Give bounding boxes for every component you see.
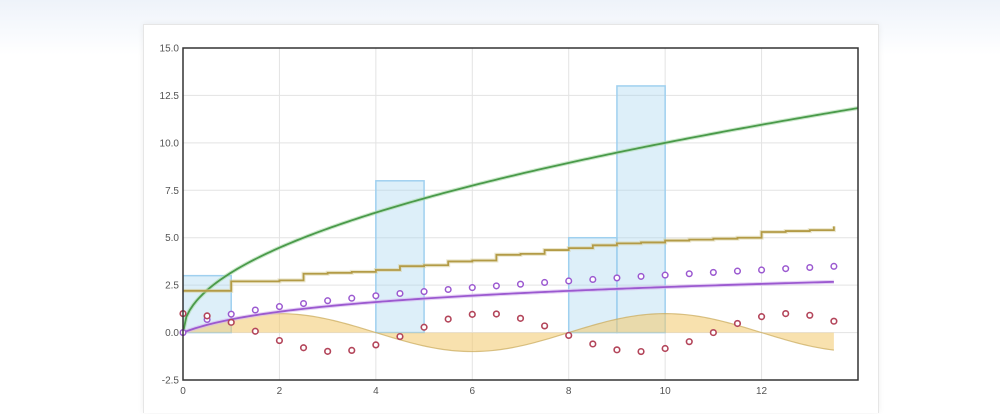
log-point (830, 262, 838, 270)
log-point (565, 277, 573, 285)
scatter-point (396, 332, 404, 341)
log-point (782, 265, 790, 273)
log-point (420, 288, 428, 296)
scatter-point (372, 341, 380, 349)
log-point (685, 270, 693, 278)
log-point (348, 294, 356, 302)
log-point (275, 303, 283, 311)
y-tick-label: -2.5 (162, 376, 180, 387)
log-point (492, 282, 500, 290)
area-edge (183, 312, 834, 353)
log-point (251, 306, 259, 314)
scatter-point (324, 347, 332, 355)
point-series (179, 262, 838, 356)
log-point (613, 274, 621, 282)
scatter-point (637, 347, 645, 356)
area-fill (183, 313, 834, 352)
log-point (324, 297, 332, 305)
scatter-point (757, 313, 766, 321)
y-tick-label: 10.0 (160, 138, 180, 149)
y-tick-label: 15.0 (160, 44, 180, 55)
line-series (183, 106, 858, 335)
y-tick-label: 12.5 (160, 91, 180, 102)
log-point (709, 268, 717, 276)
scatter-point (830, 317, 838, 325)
sqrt-line (183, 107, 858, 333)
step-line (183, 226, 835, 292)
scatter-point (468, 310, 476, 318)
log-point (516, 280, 525, 288)
log-point (806, 263, 814, 272)
plot-border (182, 47, 859, 381)
log-point (541, 278, 549, 287)
log-point (589, 275, 597, 284)
y-tick-label: 0.0 (165, 328, 179, 339)
x-tick-label: 4 (373, 386, 379, 397)
tick-labels: 0 2 4 6 8 10 12 -2.5 0.0 2.5 5.0 7.5 10.0 12.5 15.0 (160, 44, 768, 398)
scatter-point (492, 310, 500, 318)
log-point (444, 285, 452, 294)
scatter-point (806, 311, 814, 319)
log-point (396, 289, 404, 298)
scatter-point (541, 322, 549, 330)
scatter-point (685, 338, 693, 346)
scatter-point (203, 312, 211, 320)
scatter-point (709, 328, 717, 337)
bar (567, 236, 618, 334)
scatter-point (275, 336, 284, 345)
area-series (183, 312, 834, 353)
x-tick-label: 8 (566, 386, 572, 397)
chart-card: 0 2 4 6 8 10 12 -2.5 0.0 2.5 5.0 7.5 10.0 12.5 15.0 (143, 24, 879, 413)
x-tick-label: 12 (756, 386, 768, 397)
scatter-point (733, 319, 742, 328)
log-point (758, 266, 766, 274)
scatter-point (782, 310, 790, 318)
scatter-point (227, 318, 235, 326)
scatter-point (589, 340, 597, 348)
y-tick-label: 2.5 (165, 281, 179, 292)
log-point (299, 299, 308, 308)
bar (616, 85, 666, 334)
scatter-point (516, 314, 525, 322)
x-tick-label: 6 (470, 386, 476, 397)
x-tick-label: 2 (277, 386, 283, 397)
scatter-point (299, 344, 308, 352)
log-point (733, 267, 742, 275)
y-tick-label: 7.5 (165, 186, 179, 197)
scatter-point (444, 315, 452, 323)
log-point (637, 272, 645, 280)
scatter-point (348, 346, 356, 355)
log-point (468, 284, 476, 292)
scatter-point (251, 327, 259, 335)
chart: 0 2 4 6 8 10 12 -2.5 0.0 2.5 5.0 7.5 10.0 12.5 15.0 (160, 44, 859, 398)
log-line (183, 280, 834, 334)
log-point (227, 310, 235, 318)
log-point (372, 292, 380, 300)
scatter-point (565, 331, 573, 340)
x-tick-label: 0 (180, 386, 186, 397)
scatter-point (661, 344, 669, 353)
x-tick-label: 10 (660, 386, 672, 397)
scatter-point (420, 323, 428, 331)
y-tick-label: 5.0 (165, 233, 179, 244)
scatter-point (613, 346, 621, 354)
log-point (661, 271, 669, 279)
